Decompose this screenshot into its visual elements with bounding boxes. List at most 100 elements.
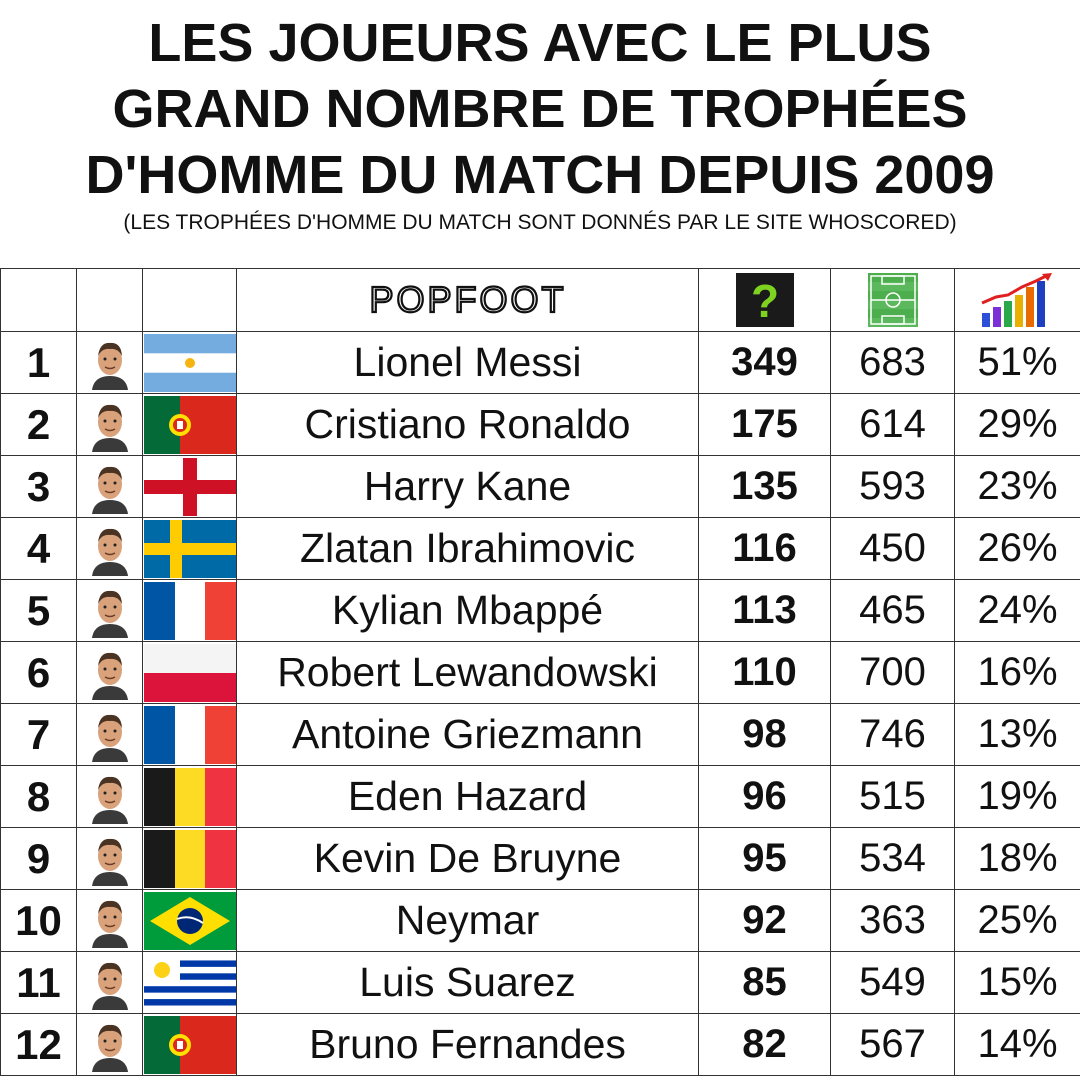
ratio-percent: 29% <box>954 393 1080 456</box>
title-line-1: LES JOUEURS AVEC LE PLUS <box>148 13 932 73</box>
motm-count: 96 <box>698 765 831 828</box>
header-row: POPFOOT ? <box>0 268 1080 332</box>
rank-cell: 12 <box>0 1013 77 1076</box>
belgium-flag-icon <box>143 829 236 888</box>
player-photo <box>87 645 132 700</box>
matches-count: 700 <box>830 641 955 704</box>
ratio-percent: 18% <box>954 827 1080 890</box>
motm-count: 113 <box>698 579 831 642</box>
table-row: 5 Kylian Mbappé 113 465 24% <box>0 579 1080 642</box>
photo-cell <box>76 1013 143 1076</box>
belgium-flag-icon <box>143 767 236 826</box>
ratio-percent: 16% <box>954 641 1080 704</box>
photo-cell <box>76 393 143 456</box>
ratio-percent: 13% <box>954 703 1080 766</box>
matches-count: 746 <box>830 703 955 766</box>
header-logo-cell: POPFOOT <box>236 268 699 332</box>
matches-count: 534 <box>830 827 955 890</box>
motm-count: 82 <box>698 1013 831 1076</box>
matches-count: 683 <box>830 331 955 394</box>
matches-count: 363 <box>830 889 955 952</box>
rank-cell: 8 <box>0 765 77 828</box>
motm-count: 349 <box>698 331 831 394</box>
flag-cell <box>142 827 237 890</box>
ranking-table: POPFOOT ? <box>0 268 1080 1076</box>
title-line-3: D'HOMME DU MATCH DEPUIS 2009 <box>85 145 995 205</box>
rank-cell: 10 <box>0 889 77 952</box>
france-flag-icon <box>143 581 236 640</box>
france-flag-icon <box>143 705 236 764</box>
table-row: 2 Cristiano Ronaldo 175 614 29% <box>0 393 1080 456</box>
matches-count: 450 <box>830 517 955 580</box>
photo-cell <box>76 827 143 890</box>
motm-count: 92 <box>698 889 831 952</box>
player-name: Kylian Mbappé <box>236 579 699 642</box>
player-name: Robert Lewandowski <box>236 641 699 704</box>
player-photo <box>87 893 132 948</box>
matches-count: 593 <box>830 455 955 518</box>
rank-cell: 9 <box>0 827 77 890</box>
player-photo <box>87 335 132 390</box>
matches-count: 549 <box>830 951 955 1014</box>
ratio-percent: 25% <box>954 889 1080 952</box>
rank-cell: 3 <box>0 455 77 518</box>
popfoot-logo: POPFOOT <box>368 277 566 320</box>
table-row: 11 Luis Suarez 85 549 15% <box>0 951 1080 1014</box>
player-name: Neymar <box>236 889 699 952</box>
rank-cell: 2 <box>0 393 77 456</box>
flag-cell <box>142 765 237 828</box>
player-photo <box>87 583 132 638</box>
matches-count: 515 <box>830 765 955 828</box>
motm-count: 110 <box>698 641 831 704</box>
question-mark-icon: ? <box>735 273 794 327</box>
ratio-percent: 51% <box>954 331 1080 394</box>
rank-cell: 6 <box>0 641 77 704</box>
motm-count: 98 <box>698 703 831 766</box>
matches-count: 614 <box>830 393 955 456</box>
table-row: 1 Lionel Messi 349 683 51% <box>0 331 1080 394</box>
flag-cell <box>142 393 237 456</box>
svg-text:?: ? <box>750 275 778 327</box>
table-row: 4 Zlatan Ibrahimovic 116 450 26% <box>0 517 1080 580</box>
sweden-flag-icon <box>143 519 236 578</box>
flag-cell <box>142 889 237 952</box>
ratio-percent: 24% <box>954 579 1080 642</box>
motm-count: 135 <box>698 455 831 518</box>
photo-cell <box>76 765 143 828</box>
brazil-flag-icon <box>143 891 236 950</box>
rank-cell: 5 <box>0 579 77 642</box>
motm-count: 95 <box>698 827 831 890</box>
motm-count: 85 <box>698 951 831 1014</box>
flag-cell <box>142 579 237 642</box>
rank-cell: 11 <box>0 951 77 1014</box>
photo-cell <box>76 641 143 704</box>
flag-cell <box>142 517 237 580</box>
photo-cell <box>76 517 143 580</box>
photo-cell <box>76 331 143 394</box>
flag-cell <box>142 703 237 766</box>
photo-cell <box>76 889 143 952</box>
photo-cell <box>76 951 143 1014</box>
header-rank-cell <box>0 268 77 332</box>
matches-count: 567 <box>830 1013 955 1076</box>
rank-cell: 4 <box>0 517 77 580</box>
flag-cell <box>142 331 237 394</box>
header-face-cell <box>76 268 143 332</box>
player-photo <box>87 707 132 762</box>
header-matches-cell <box>830 268 955 332</box>
table-row: 7 Antoine Griezmann 98 746 13% <box>0 703 1080 766</box>
rank-cell: 7 <box>0 703 77 766</box>
player-name: Bruno Fernandes <box>236 1013 699 1076</box>
player-photo <box>87 769 132 824</box>
matches-count: 465 <box>830 579 955 642</box>
table-row: 3 Harry Kane 135 593 23% <box>0 455 1080 518</box>
player-photo <box>87 521 132 576</box>
player-photo <box>87 955 132 1010</box>
photo-cell <box>76 455 143 518</box>
england-flag-icon <box>143 457 236 516</box>
motm-count: 116 <box>698 517 831 580</box>
popfoot-logo-text: POPFOOT <box>369 279 566 320</box>
title-block: LES JOUEURS AVEC LE PLUS GRAND NOMBRE DE… <box>0 0 1080 268</box>
header-flag-cell <box>142 268 237 332</box>
flag-cell <box>142 455 237 518</box>
